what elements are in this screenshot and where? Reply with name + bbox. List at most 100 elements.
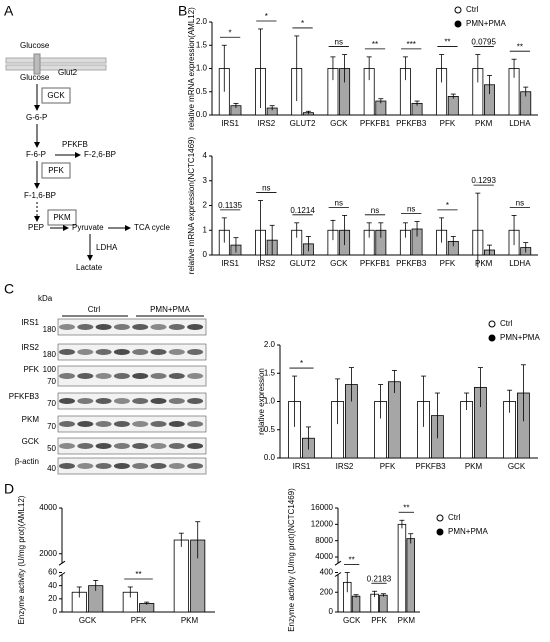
panel-label: C [4, 281, 14, 297]
y-tick-label: 16000 [311, 503, 334, 512]
x-tick-label: PFKFB3 [396, 259, 427, 268]
x-tick-label: PFK [440, 119, 456, 128]
y-tick-label: 2000 [39, 549, 57, 558]
blot-frame [57, 437, 207, 455]
x-tick-label: IRS1 [221, 259, 239, 268]
axis-break [334, 572, 342, 577]
blot-frame [57, 318, 207, 336]
sig-label: ** [444, 38, 450, 47]
bar [379, 594, 388, 613]
y-tick-label: 0.0 [196, 110, 208, 119]
sig-label: 0.1214 [290, 206, 315, 215]
blot-band [150, 324, 167, 330]
pathway-label: Lactate [76, 263, 103, 272]
sig-label: ** [372, 40, 378, 49]
y-tick-label: 4000 [39, 503, 57, 512]
sig-label: * [446, 201, 449, 210]
sig-label: 0.2183 [367, 574, 392, 583]
sig-label: ** [349, 556, 355, 565]
x-tick-label: PKM [475, 119, 493, 128]
x-tick-label: PFKFB1 [360, 119, 391, 128]
y-tick-label: 1 [203, 225, 208, 234]
blot-frame [57, 415, 207, 433]
pathway-label: F-2,6-BP [84, 150, 116, 159]
legend-label: PMN+PMA [466, 19, 506, 28]
x-tick-label: GLUT2 [290, 119, 316, 128]
pathway-diagram [5, 53, 131, 261]
blot-row-label: PFK [23, 365, 39, 374]
x-tick-label: PFKFB3 [396, 119, 427, 128]
blot-band [168, 421, 185, 427]
blot-band [95, 463, 112, 469]
chart: 0 200 400 4000 8000 12000 16000 Enzyme activity… [287, 488, 488, 632]
blot-band [187, 463, 204, 469]
blot-group: PMN+PMA [150, 305, 190, 314]
blot-kda: 180 [43, 350, 57, 359]
blot-band [59, 443, 75, 449]
blot-band [168, 443, 185, 449]
blot-band [77, 373, 94, 379]
pathway-label: PEP [28, 223, 44, 232]
sig-label: ** [517, 42, 523, 51]
y-axis-label: Enzyme activity (U/mg prot)(AML12) [17, 495, 26, 624]
blot-band [168, 349, 185, 355]
blot-row-label: β-actin [15, 457, 39, 466]
blot-band [168, 324, 185, 330]
blot-band [77, 463, 94, 469]
blot-band [187, 324, 204, 330]
sig-label: * [265, 12, 268, 21]
y-tick-label: 0 [53, 607, 58, 616]
y-tick-label: 2.0 [264, 340, 276, 349]
blot-band [95, 443, 112, 449]
blot-band [95, 421, 112, 427]
x-tick-label: GCK [508, 462, 526, 471]
pathway-label: TCA cycle [134, 223, 171, 232]
x-tick-label: PKM [465, 462, 483, 471]
blot-band [77, 398, 94, 404]
blot-row-label: PKM [22, 415, 40, 424]
y-tick-label: 0.0 [264, 453, 276, 462]
sig-label: ** [135, 570, 141, 579]
blot-frame [57, 343, 207, 361]
blot-band [168, 463, 185, 469]
bar [397, 523, 407, 613]
x-tick-label: PFK [440, 259, 456, 268]
y-axis-label: Enzyme activity (U/mg prot)(NCTC1469) [287, 488, 296, 632]
blot-band [150, 421, 167, 427]
x-tick-label: PKM [398, 616, 416, 625]
y-tick-label: 1.0 [196, 64, 208, 73]
y-tick-label: 60 [48, 568, 57, 577]
blot-band [132, 398, 149, 404]
blot-band [150, 443, 167, 449]
y-tick-label: 12000 [311, 519, 334, 528]
blot-band [132, 443, 149, 449]
blot-band [187, 398, 204, 404]
blot-band [187, 373, 204, 379]
blot-kda: 50 [47, 444, 56, 453]
pathway-label: G-6-P [26, 113, 47, 122]
sig-label: 0.1293 [471, 176, 496, 185]
blot-frame [57, 457, 207, 475]
blot-band [187, 349, 204, 355]
y-tick-label: 0 [203, 250, 208, 259]
bar [388, 381, 401, 459]
sig-label: ns [371, 206, 379, 215]
blot-band [132, 421, 149, 427]
x-tick-label: GCK [330, 119, 348, 128]
y-tick-label: 400 [320, 568, 334, 577]
blot-band [95, 324, 112, 330]
blot-row-label: GCK [22, 437, 40, 446]
pathway-label: Glucose [20, 41, 50, 50]
blot-kda: 70 [47, 399, 56, 408]
x-tick-label: LDHA [509, 119, 531, 128]
x-tick-label: GCK [343, 616, 361, 625]
y-tick-label: 4000 [315, 552, 333, 561]
y-tick-label: 1.0 [264, 397, 276, 406]
chart: 0.0 0.5 1.0 1.5 2.0 relative expression IRS1 * I… [257, 319, 540, 471]
sig-label: *** [407, 40, 416, 49]
sig-label: ns [516, 199, 524, 208]
blot-band [59, 324, 75, 330]
blot-band [113, 443, 130, 449]
